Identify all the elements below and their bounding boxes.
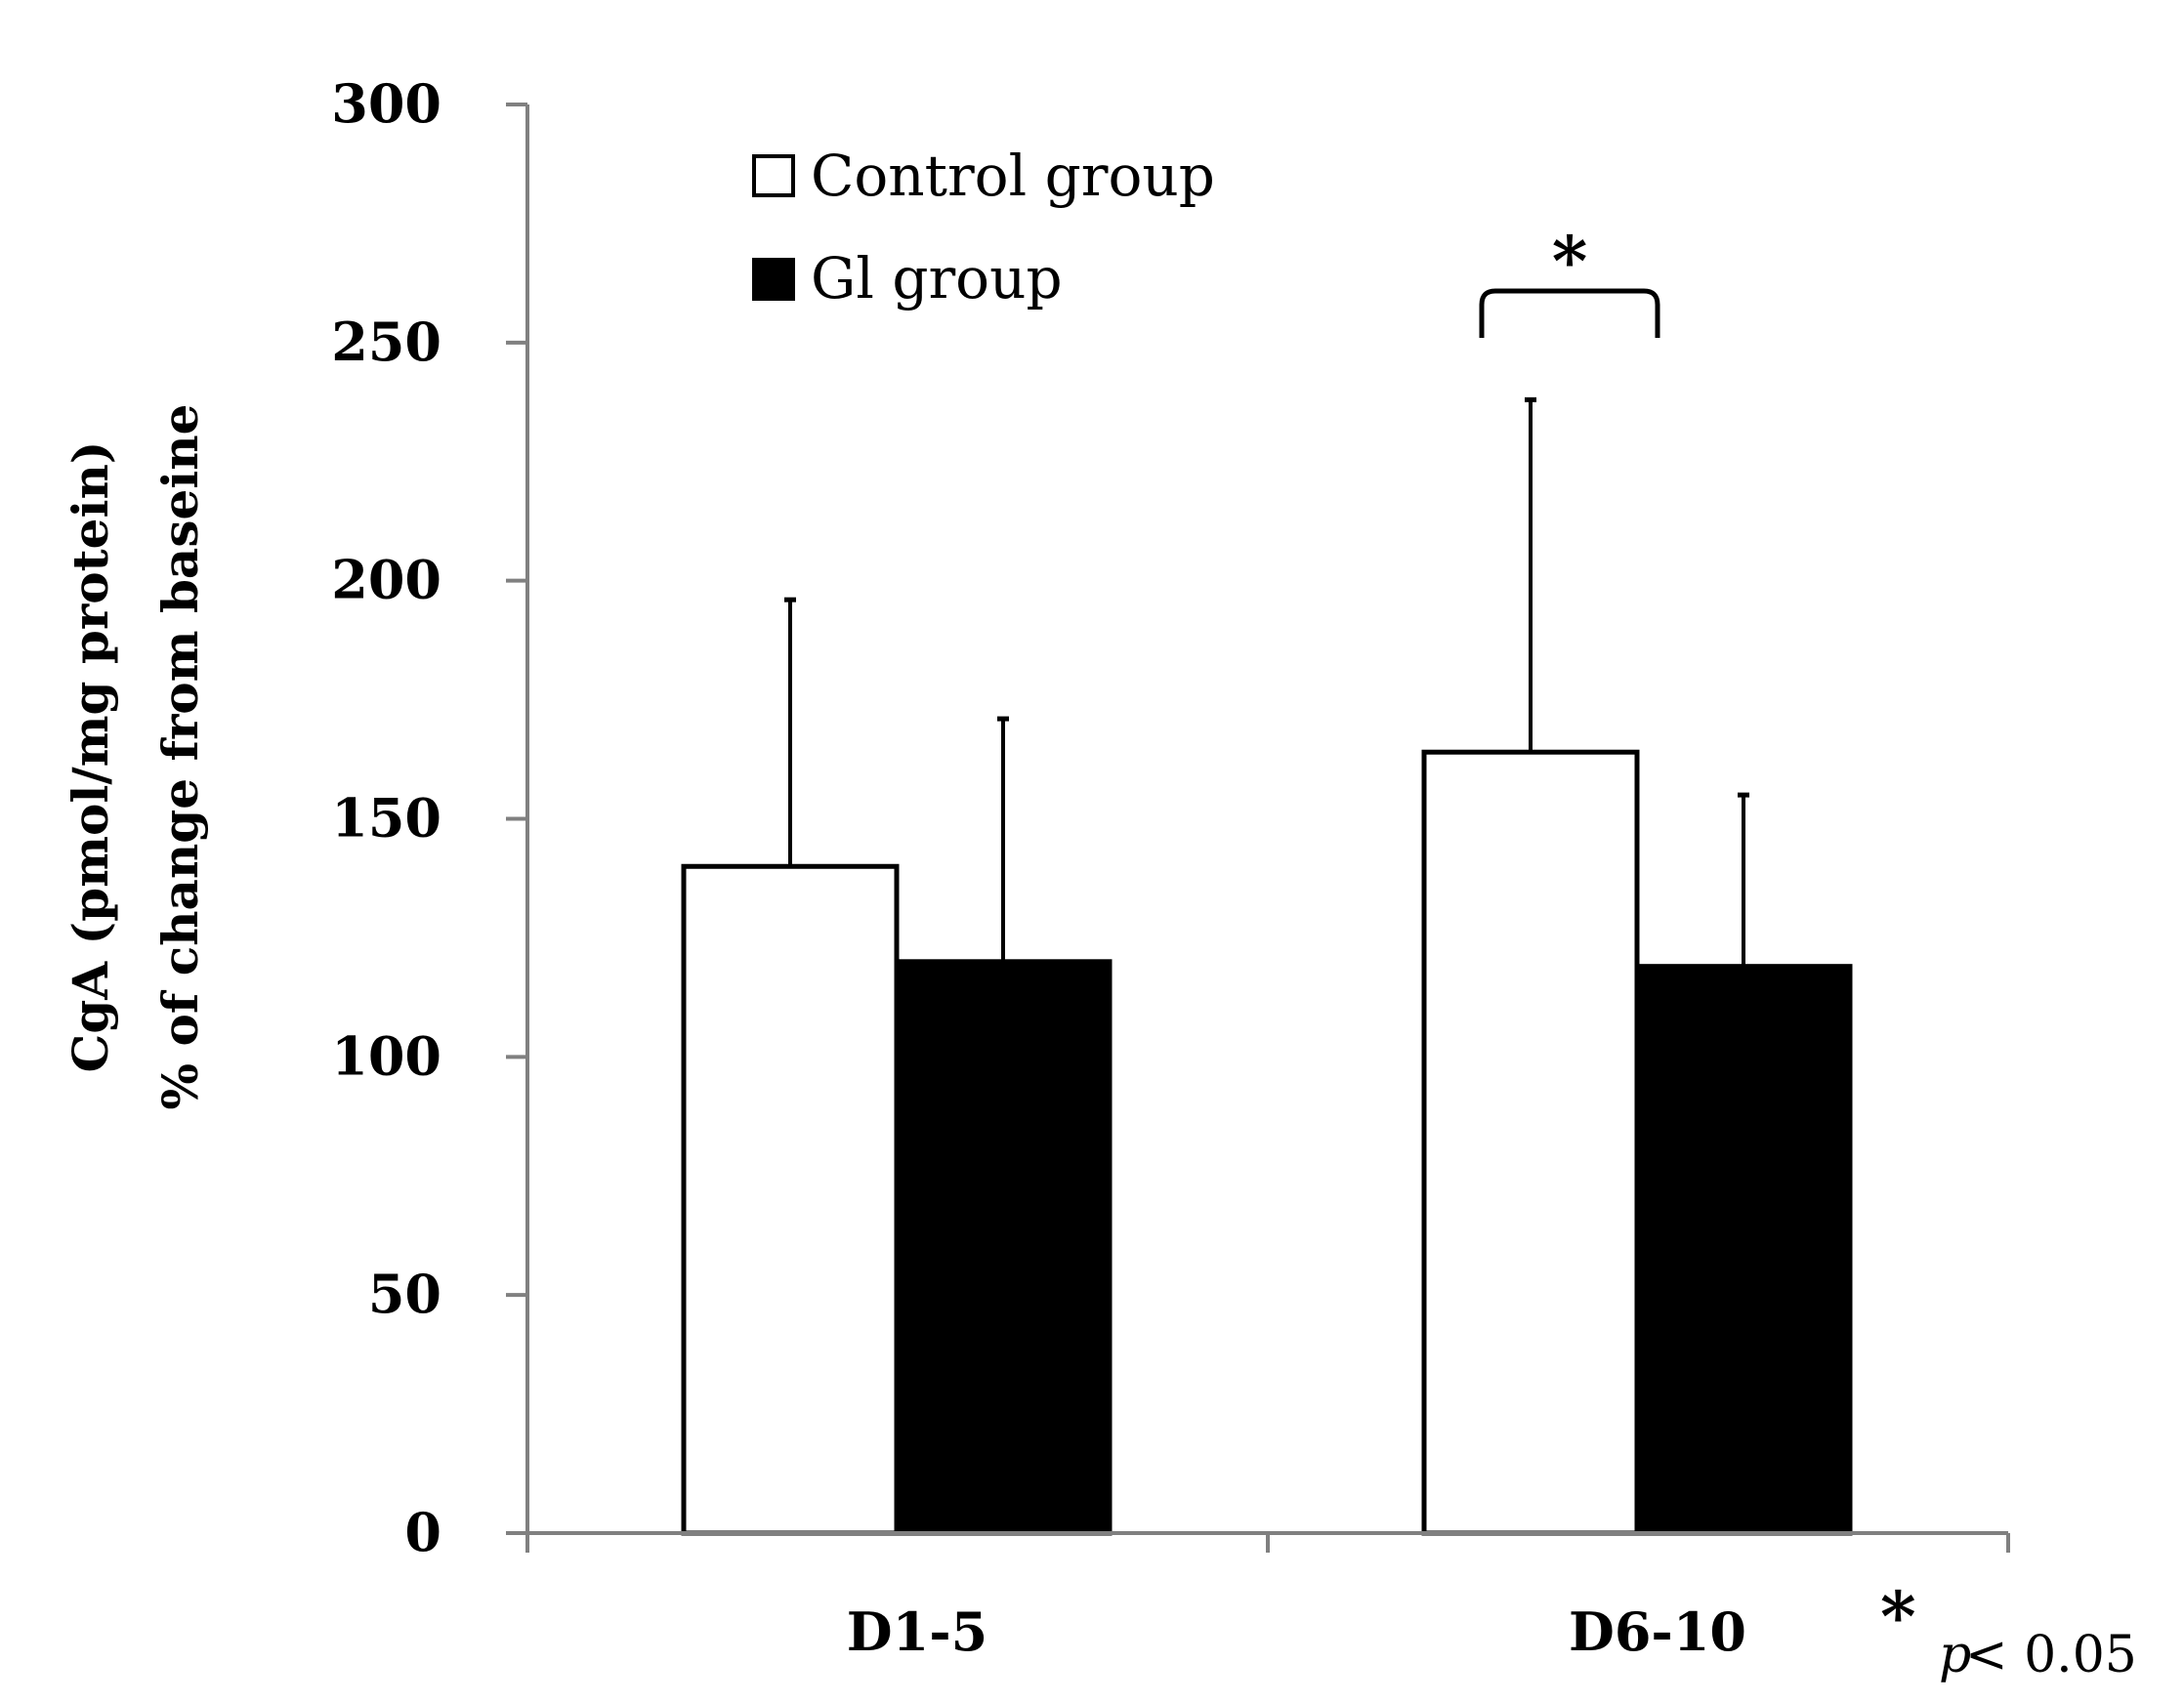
legend-swatch-control xyxy=(752,154,795,197)
y-axis-title-line1: CgA (pmol/mg protein) xyxy=(62,441,119,1073)
legend-label-gl: Gl group xyxy=(811,245,1063,312)
x-category-label-d1-5: D1-5 xyxy=(847,1600,987,1663)
bar-control-group-d6-10 xyxy=(1421,749,1640,1536)
legend-label-control: Control group xyxy=(811,143,1215,209)
y-tick-label-300: 300 xyxy=(331,72,441,135)
legend-swatch-gl xyxy=(752,258,795,301)
y-tick-label-100: 100 xyxy=(331,1024,441,1087)
footnote-marker: * xyxy=(1880,1576,1916,1657)
y-tick-label-150: 150 xyxy=(331,787,441,850)
footnote-p: p xyxy=(1939,1626,1971,1684)
x-category-label-d6-10: D6-10 xyxy=(1569,1600,1746,1663)
bar-gl-group-d1-5 xyxy=(894,959,1113,1536)
y-tick-label-200: 200 xyxy=(331,549,441,611)
y-axis-title-line2: % of change from baseine xyxy=(151,404,209,1110)
y-tick-label-50: 50 xyxy=(368,1263,441,1325)
footnote-threshold: < 0.05 xyxy=(1965,1626,2137,1684)
bar-gl-group-d6-10 xyxy=(1634,964,1853,1536)
bar-control-group-d1-5 xyxy=(681,863,900,1536)
y-tick-label-0: 0 xyxy=(404,1501,441,1563)
legend: Control group Gl group xyxy=(752,143,1215,312)
y-tick-label-250: 250 xyxy=(331,311,441,373)
significance-bracket xyxy=(1479,288,1660,338)
significance-marker: * xyxy=(1552,221,1588,302)
